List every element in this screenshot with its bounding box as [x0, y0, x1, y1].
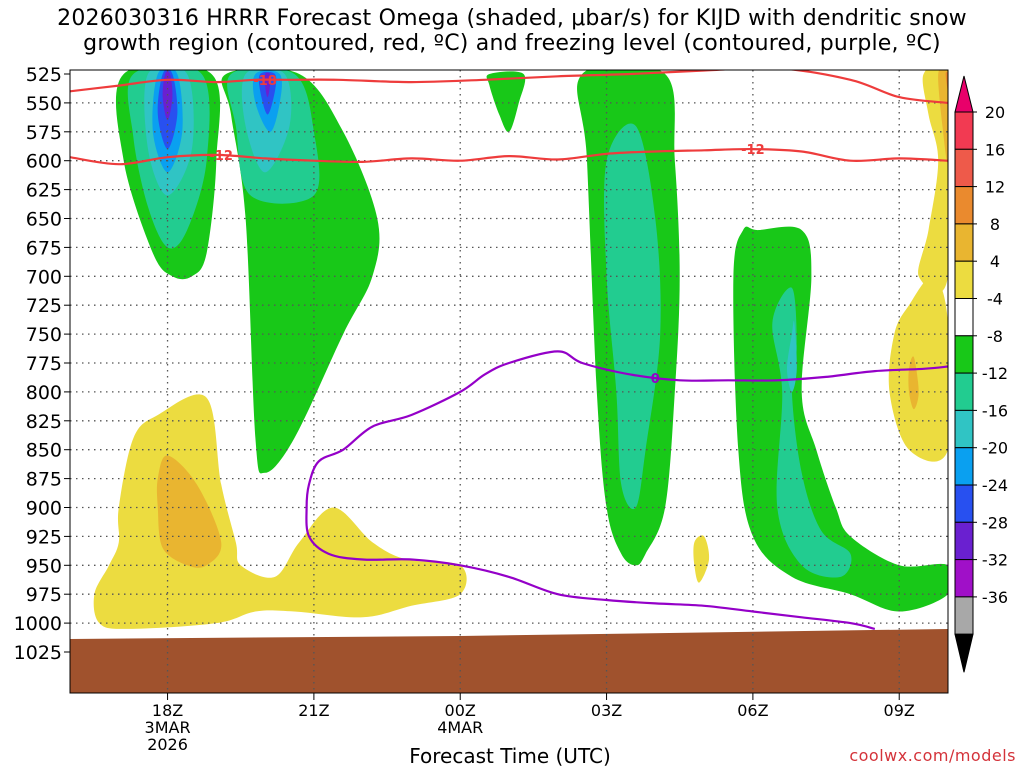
- dgz-contour-label: -12: [209, 149, 233, 164]
- colorbar-swatch: [954, 335, 974, 374]
- omega-region--28: [162, 71, 173, 121]
- colorbar-label: 4: [990, 252, 1000, 271]
- y-tick-label: 600: [26, 151, 62, 173]
- colorbar-swatch: [954, 260, 974, 300]
- y-tick-label: 875: [26, 469, 62, 491]
- y-tick-label: 575: [26, 122, 62, 144]
- omega-region-12: [945, 71, 948, 92]
- colorbar-label: -20: [982, 439, 1008, 458]
- colorbar-swatch: [954, 111, 974, 150]
- y-tick-label: 825: [26, 411, 62, 433]
- y-tick-label: 550: [26, 93, 62, 115]
- colorbar-label: -32: [982, 551, 1008, 570]
- plot-area: -18 -12 -12 0: [69, 69, 949, 694]
- colorbar-label: -16: [982, 401, 1008, 420]
- colorbar-swatch: [954, 484, 974, 523]
- freezing-level-label: 0: [651, 372, 660, 387]
- colorbar-swatch: [954, 447, 974, 486]
- colorbar-label: -4: [987, 290, 1003, 309]
- y-tick-label: 975: [26, 584, 62, 606]
- colorbar-swatch: [954, 372, 974, 411]
- y-tick-label: 650: [26, 209, 62, 231]
- y-tick-label: 1025: [14, 642, 62, 664]
- colorbar-label: -28: [982, 513, 1008, 532]
- y-tick-label: 675: [26, 237, 62, 259]
- x-tick-year-label: 2026: [147, 735, 188, 754]
- y-tick-label: 950: [26, 555, 62, 577]
- colorbar-swatch: [954, 148, 974, 188]
- color-scale-legend: 20 16 12 8 4 -4 -8 -12 -16 -20 -24 -28 -32 -36: [954, 75, 1008, 673]
- x-tick-date-label: 3MAR: [145, 718, 191, 737]
- y-tick-label: 775: [26, 353, 62, 375]
- colorbar-swatch: [954, 409, 974, 449]
- colorbar-swatch: [954, 521, 974, 561]
- chart-title-line-2: growth region (contoured, red, ºC) and f…: [83, 31, 941, 56]
- colorbar-swatch: [954, 186, 974, 225]
- freezing-level-line: [305, 350, 948, 630]
- credit-link[interactable]: coolwx.com/models: [849, 746, 1016, 765]
- dgz-contour-label: -12: [741, 143, 765, 158]
- y-tick-label: 625: [26, 180, 62, 202]
- x-tick-date-label: 4MAR: [437, 718, 483, 737]
- colorbar-label: 12: [985, 178, 1005, 197]
- colorbar-top-arrow: [954, 75, 974, 113]
- plot-border: [69, 69, 949, 694]
- omega-region-4: [918, 70, 948, 293]
- omega-region-4: [693, 535, 710, 583]
- omega-region--8: [486, 71, 526, 133]
- colorbar-bottom-arrow: [954, 633, 974, 673]
- colorbar-label: -8: [987, 327, 1003, 346]
- omega-region-4: [93, 394, 467, 629]
- colorbar-label: -12: [982, 364, 1008, 383]
- dgz-contour-line: [70, 147, 948, 166]
- y-tick-label: 800: [26, 382, 62, 404]
- x-tick-label: 06Z: [737, 701, 768, 720]
- x-tick-label: 21Z: [298, 701, 329, 720]
- y-tick-label: 700: [26, 266, 62, 288]
- chart-title-line-1: 2026030316 HRRR Forecast Omega (shaded, …: [57, 6, 967, 31]
- x-tick-label: 18Z: [152, 701, 183, 720]
- y-tick-label: 925: [26, 526, 62, 548]
- y-tick-label: 1000: [14, 613, 62, 635]
- dgz-contour-line: [70, 70, 948, 104]
- chart-title: 2026030316 HRRR Forecast Omega (shaded, …: [0, 6, 1024, 56]
- x-tick-label: 00Z: [445, 701, 476, 720]
- colorbar-swatch: [954, 298, 974, 337]
- y-tick-label: 900: [26, 498, 62, 520]
- colorbar-label: -36: [982, 588, 1008, 607]
- plot-clip-group: -18 -12 -12 0: [70, 70, 948, 693]
- colorbar-swatch: [954, 596, 974, 635]
- omega-region-8: [156, 455, 222, 568]
- dgz-contour-label: -18: [253, 74, 277, 89]
- colorbar-label: 20: [985, 103, 1005, 122]
- omega-region-8: [938, 70, 948, 163]
- y-tick-label: 850: [26, 440, 62, 462]
- omega-region--16: [787, 320, 797, 392]
- colorbar-label: -24: [982, 476, 1008, 495]
- colorbar-label: 8: [990, 215, 1000, 234]
- y-tick-label: 725: [26, 295, 62, 317]
- y-axis: 525 550 575 600 625 650 675 700 725 750 775 800 825 8…: [14, 64, 70, 664]
- x-axis-title: Forecast Time (UTC): [409, 744, 611, 768]
- y-tick-label: 750: [26, 324, 62, 346]
- y-tick-label: 525: [26, 64, 62, 86]
- colorbar-label: 16: [985, 140, 1005, 159]
- omega-region--12: [603, 123, 661, 510]
- x-tick-label: 03Z: [591, 701, 622, 720]
- colorbar-swatch: [954, 223, 974, 262]
- colorbar-swatch: [954, 559, 974, 598]
- terrain-surface: [70, 628, 948, 693]
- x-tick-label: 09Z: [884, 701, 915, 720]
